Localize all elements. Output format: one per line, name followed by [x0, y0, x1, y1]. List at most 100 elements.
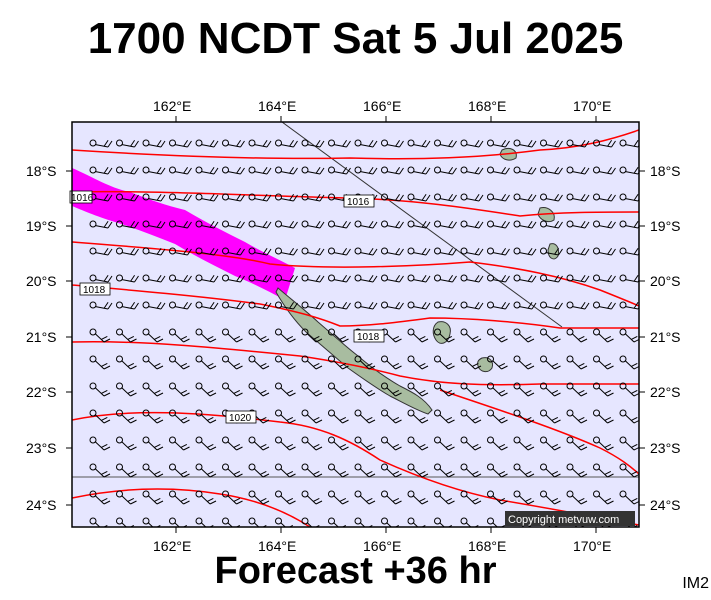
wind-barb [222, 220, 245, 229]
wind-barb [89, 328, 111, 343]
wind-barb [142, 328, 164, 343]
wind-barb [513, 301, 537, 310]
wind-barb [381, 355, 402, 370]
wind-barb [301, 463, 323, 478]
wind-barb [142, 382, 164, 397]
wind-barb [540, 247, 563, 256]
wind-barb [513, 490, 535, 505]
wind-barb [434, 436, 455, 451]
isobar [72, 190, 639, 217]
wind-barb [540, 355, 561, 370]
wind-barb [222, 301, 245, 310]
wind-barb [301, 382, 323, 397]
lon-label-bottom: 162°E [153, 538, 191, 554]
wind-barb [169, 382, 190, 397]
wind-barb [89, 247, 113, 256]
wind-barb [142, 490, 164, 505]
wind-barb [513, 463, 535, 478]
wind-barb [169, 328, 190, 343]
wind-barb [407, 328, 429, 343]
wind-barb [434, 409, 455, 424]
wind-barb [116, 436, 137, 451]
wind-barb [593, 382, 614, 397]
wind-barb [434, 382, 455, 397]
wind-barb [328, 490, 349, 505]
isobar [72, 411, 639, 526]
wind-barb [540, 139, 563, 148]
lat-label-left: 23°S [26, 440, 57, 456]
wind-barb [195, 193, 219, 202]
wind-barb [89, 436, 111, 451]
wind-barb [354, 382, 376, 397]
lat-label-left: 20°S [26, 273, 57, 289]
wind-barb [593, 355, 614, 370]
map-code: IM2 [682, 575, 709, 592]
wind-barb [487, 382, 508, 397]
wind-barb [460, 355, 482, 370]
wind-barb [540, 274, 563, 283]
wind-barb [513, 220, 537, 229]
lat-label-right: 22°S [650, 384, 681, 400]
axis-ticks [66, 116, 645, 533]
isobar-label: 1016 [347, 197, 370, 208]
wind-barb [248, 247, 272, 256]
wind-barb [169, 220, 192, 229]
wind-barb [434, 193, 457, 202]
wind-barb [487, 139, 510, 148]
wind-barb [116, 301, 139, 310]
wind-barb [169, 139, 192, 148]
wind-barb [619, 247, 639, 256]
wind-barb [513, 274, 537, 283]
isobar-label-box [69, 190, 93, 204]
wind-barb [142, 301, 166, 310]
wind-barb [354, 355, 376, 370]
wind-barb [116, 355, 137, 370]
wind-barb [301, 139, 325, 148]
wind-barb [275, 355, 296, 370]
wind-barb [460, 220, 484, 229]
wind-barb [195, 436, 217, 451]
wind-barb [619, 355, 639, 370]
wind-barb [487, 166, 510, 175]
wind-barb [169, 301, 192, 310]
wind-barb [434, 301, 457, 310]
lat-label-left: 19°S [26, 218, 57, 234]
wind-barb [195, 463, 217, 478]
wind-barb [328, 274, 351, 283]
isobar-label: 1016 [71, 193, 94, 204]
page-title: 1700 NCDT Sat 5 Jul 2025 [87, 14, 624, 63]
wind-barb [275, 382, 296, 397]
wind-barb [301, 301, 325, 310]
wind-barb [540, 328, 561, 343]
lon-label-top: 164°E [258, 98, 296, 114]
wind-barb [381, 328, 402, 343]
lon-label-bottom: 166°E [363, 538, 401, 554]
wind-barb [116, 409, 137, 424]
wind-barb [116, 274, 139, 283]
wind-barb [407, 220, 431, 229]
wind-barb [593, 166, 616, 175]
wind-barb [513, 382, 535, 397]
wind-barb [301, 355, 323, 370]
wind-barb [248, 301, 272, 310]
wind-barb [222, 166, 245, 175]
wind-barb [566, 247, 590, 256]
map-frame [71, 121, 640, 528]
wind-barb [275, 328, 296, 343]
lon-label-bottom: 164°E [258, 538, 296, 554]
wind-barb [89, 409, 111, 424]
lat-label-left: 22°S [26, 384, 57, 400]
wind-barb [275, 274, 298, 283]
wind-barb [593, 463, 614, 478]
wind-barb [593, 193, 616, 202]
wind-barb [619, 328, 639, 343]
isobar-label-box [79, 282, 111, 296]
wind-barb [381, 463, 402, 478]
wind-barb [142, 220, 166, 229]
wind-barb [89, 139, 113, 148]
wind-barb [487, 193, 510, 202]
wind-barb [195, 166, 219, 175]
wind-barb [593, 247, 616, 256]
wind-barb [169, 166, 192, 175]
